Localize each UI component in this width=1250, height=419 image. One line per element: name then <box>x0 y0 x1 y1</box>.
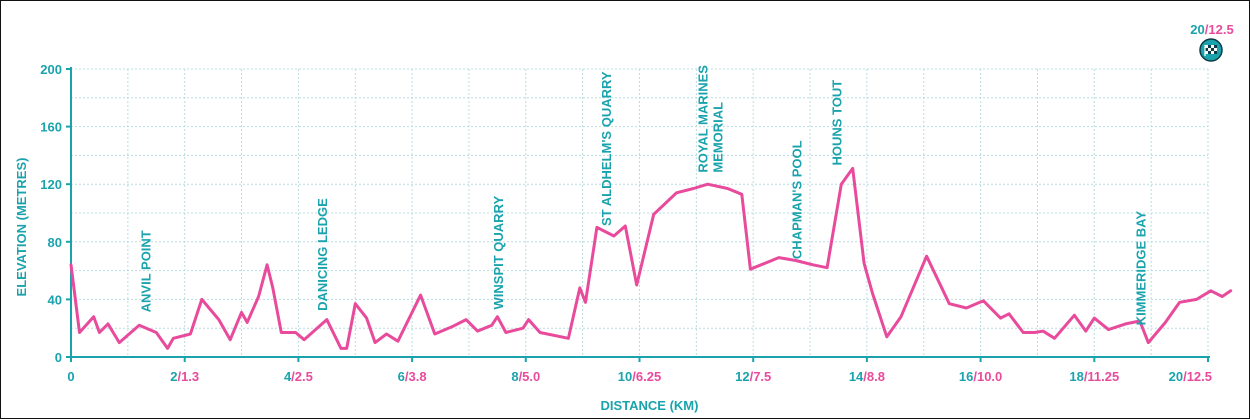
flag-square <box>1208 45 1211 48</box>
x-axis-title: DISTANCE (KM) <box>601 398 699 413</box>
flag-square <box>1211 48 1214 51</box>
x-tick-km: /2.5 <box>291 369 313 384</box>
checkered-flag-icon <box>1199 38 1223 62</box>
y-tick-label: 0 <box>55 350 62 365</box>
landmark-annotation: ANVIL POINT <box>139 230 154 312</box>
flag-square <box>1214 51 1217 54</box>
landmark-annotation: CHAPMAN'S POOL <box>790 140 805 259</box>
x-tick-miles: 14 <box>849 369 864 384</box>
x-tick-miles: 2 <box>170 369 177 384</box>
flag-square <box>1205 51 1208 54</box>
flag-square <box>1208 51 1211 54</box>
landmark-annotation: ST ALDHELM'S QUARRY <box>599 71 614 226</box>
x-tick-label: 2/1.3 <box>170 369 199 384</box>
landmark-annotation: DANICING LEDGE <box>315 198 330 311</box>
x-tick-km: /12.5 <box>1183 369 1212 384</box>
x-tick-miles: 16 <box>959 369 973 384</box>
flag-square <box>1205 45 1208 48</box>
x-tick-km: /3.8 <box>405 369 427 384</box>
elevation-line-layer <box>69 166 1233 350</box>
y-tick-label: 120 <box>40 177 62 192</box>
finish-marker: 20/12.5 <box>1190 22 1234 62</box>
finish-miles: 20 <box>1190 22 1204 37</box>
annotations: ANVIL POINT DANICING LEDGE WINSPIT QUARRY S… <box>139 65 1149 326</box>
x-tick-label: 16/10.0 <box>959 369 1002 384</box>
x-tick-km: /6.25 <box>632 369 661 384</box>
landmark-label: ANVIL POINT <box>139 230 154 312</box>
y-tick-label: 40 <box>48 292 62 307</box>
y-axis-title: ELEVATION (METRES) <box>14 158 29 297</box>
x-tick-km: /1.3 <box>177 369 199 384</box>
x-tick-label: 8/5.0 <box>511 369 540 384</box>
x-tick-label: 10/6.25 <box>618 369 661 384</box>
x-tick-label: 18/11.25 <box>1069 369 1119 384</box>
landmark-annotation: ROYAL MARINES MEMORIAL <box>696 65 726 173</box>
x-tick-miles: 18 <box>1069 369 1083 384</box>
x-tick-label: 12/7.5 <box>735 369 771 384</box>
y-tick-label: 160 <box>40 120 62 135</box>
x-tick-miles: 12 <box>735 369 749 384</box>
x-tick-km: /7.5 <box>750 369 772 384</box>
elevation-line <box>69 166 1233 350</box>
flag-square <box>1211 51 1214 54</box>
y-tick-label: 200 <box>40 62 62 77</box>
landmark-label: DANICING LEDGE <box>315 198 330 311</box>
landmark-label: ST ALDHELM'S QUARRY <box>599 71 614 226</box>
axes: 0 40 80 120 160 200 0 2/1.3 4/2.5 6/3.8 8/5.0 10/6.… <box>14 62 1212 413</box>
x-tick-miles: 8 <box>511 369 518 384</box>
x-tick-km: /5.0 <box>519 369 541 384</box>
x-tick-miles: 6 <box>398 369 405 384</box>
x-tick-label: 0 <box>67 369 74 384</box>
x-tick-km: /11.25 <box>1084 369 1119 384</box>
x-tick-km: /10.0 <box>973 369 1002 384</box>
x-tick-miles: 10 <box>618 369 632 384</box>
flag-square <box>1214 48 1217 51</box>
x-tick-miles: 20 <box>1169 369 1183 384</box>
finish-distance-label: 20/12.5 <box>1190 22 1233 37</box>
landmark-annotation: KIMMERIDGE BAY <box>1133 211 1148 326</box>
landmark-annotation: HOUNS TOUT <box>829 80 844 166</box>
x-tick-miles: 4 <box>284 369 292 384</box>
landmark-label: HOUNS TOUT <box>829 80 844 166</box>
landmark-label: KIMMERIDGE BAY <box>1133 211 1148 326</box>
landmark-label: WINSPIT QUARRY <box>491 196 506 310</box>
x-tick-km: /8.8 <box>863 369 885 384</box>
x-tick-label: 14/8.8 <box>849 369 885 384</box>
flag-square <box>1205 48 1208 51</box>
landmark-label: CHAPMAN'S POOL <box>790 140 805 259</box>
x-tick-miles: 0 <box>67 369 74 384</box>
flag-square <box>1208 48 1211 51</box>
x-tick-label: 20/12.5 <box>1169 369 1212 384</box>
landmark-label: MEMORIAL <box>711 102 726 173</box>
finish-km: /12.5 <box>1205 22 1234 37</box>
x-tick-label: 4/2.5 <box>284 369 313 384</box>
y-tick-label: 80 <box>48 235 62 250</box>
landmark-label: ROYAL MARINES <box>696 65 711 173</box>
landmark-annotation: WINSPIT QUARRY <box>491 196 506 310</box>
flag-square <box>1211 45 1214 48</box>
grid <box>70 68 1209 358</box>
flag-square <box>1214 45 1217 48</box>
x-tick-label: 6/3.8 <box>398 369 427 384</box>
